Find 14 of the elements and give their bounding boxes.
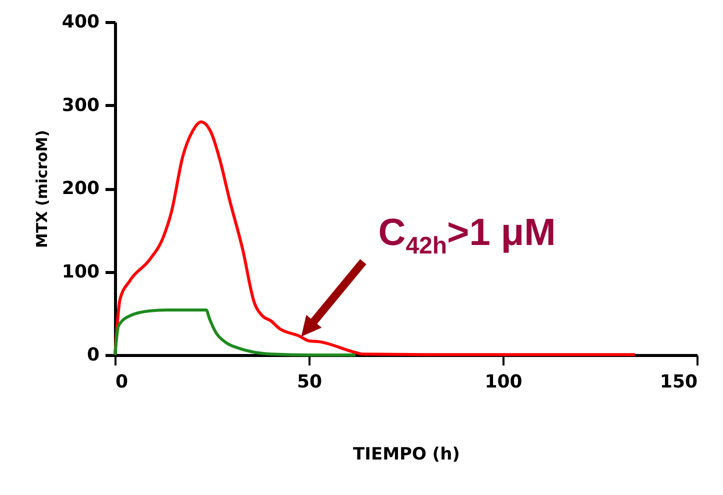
x-axis-title: TIEMPO (h) bbox=[353, 444, 460, 464]
y-tick-label: 100 bbox=[62, 261, 100, 282]
x-tick-label: 100 bbox=[484, 372, 522, 392]
y-tick-label: 400 bbox=[62, 12, 100, 32]
y-tick-label: 0 bbox=[86, 344, 100, 366]
annotation: C$_{42h}$>1 μM bbox=[378, 212, 556, 260]
y-axis-title: MTX (microM) bbox=[32, 130, 51, 248]
x-tick-label: 50 bbox=[296, 372, 322, 392]
x-tick-label: 0 bbox=[116, 372, 128, 392]
line-series bbox=[114, 308, 358, 356]
x-tick-label: 150 bbox=[660, 372, 698, 392]
y-tick-label: 300 bbox=[62, 94, 100, 116]
y-tick-label: 200 bbox=[62, 178, 100, 199]
line-series bbox=[114, 120, 636, 356]
